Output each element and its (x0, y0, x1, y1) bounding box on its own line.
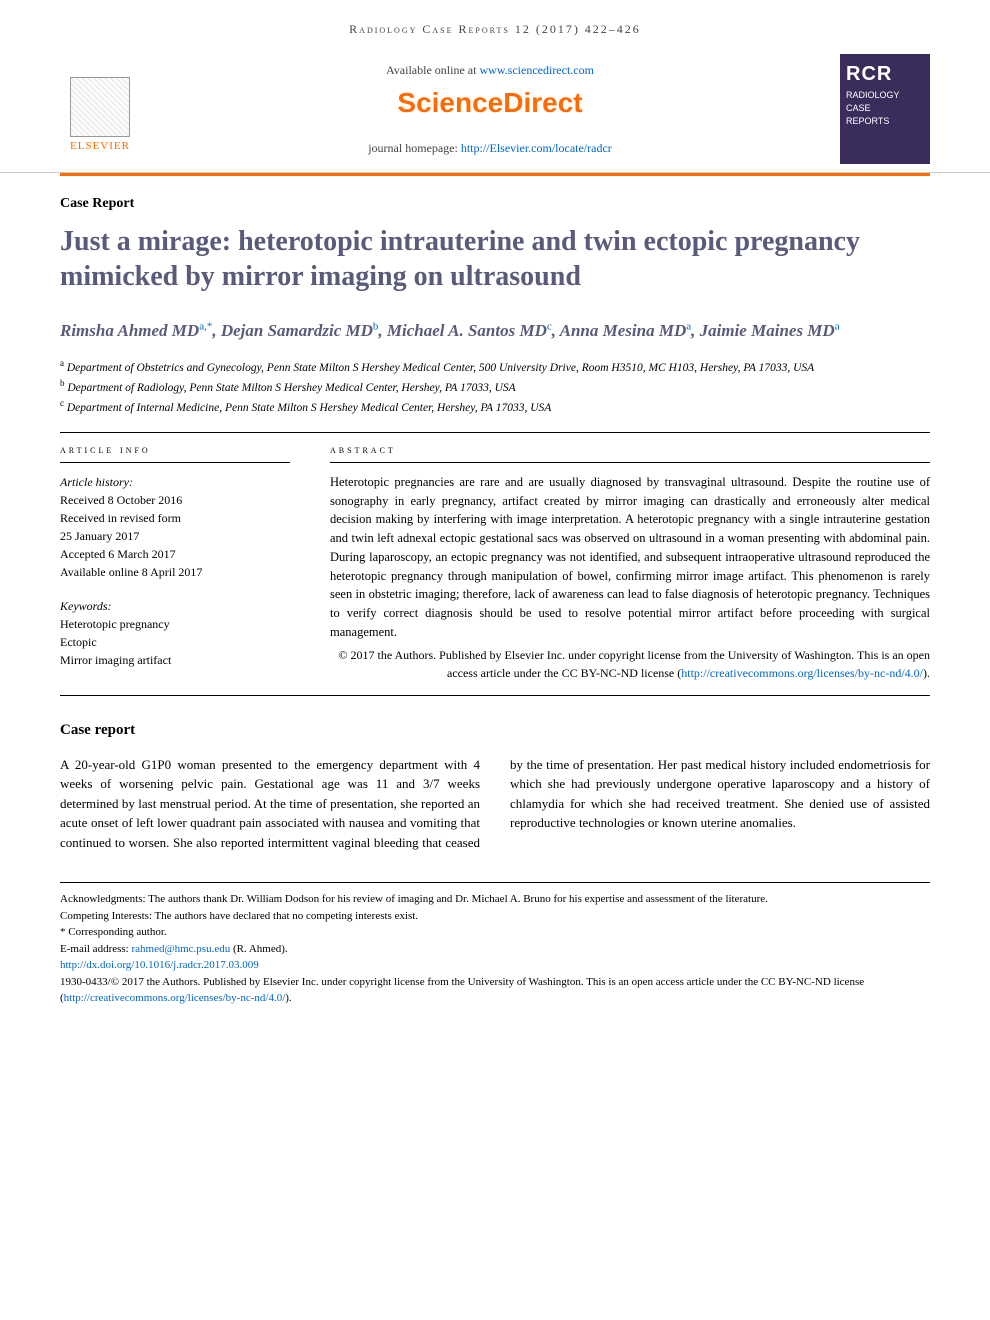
corresponding-author: * Corresponding author. (60, 924, 930, 941)
keyword: Heterotopic pregnancy (60, 615, 290, 633)
history-item: Received 8 October 2016 (60, 491, 290, 509)
abstract-text: Heterotopic pregnancies are rare and are… (330, 473, 930, 642)
competing-interests: Competing Interests: The authors have de… (60, 908, 930, 925)
authors: Rimsha Ahmed MDa,*, Dejan Samardzic MDb,… (60, 318, 930, 344)
issn-end: ). (285, 992, 291, 1004)
author-sup: a,* (199, 320, 212, 332)
keywords-label: Keywords: (60, 597, 290, 615)
issn-line: 1930-0433/© 2017 the Authors. Published … (60, 974, 930, 1007)
keywords: Keywords: Heterotopic pregnancy Ectopic … (60, 597, 290, 669)
body-text: A 20-year-old G1P0 woman presented to th… (60, 755, 930, 853)
issn-license-link[interactable]: http://creativecommons.org/licenses/by-n… (64, 992, 286, 1004)
abstract-heading: abstract (330, 443, 930, 463)
homepage-link[interactable]: http://Elsevier.com/locate/radcr (461, 141, 612, 155)
acknowledgments: Acknowledgments: The authors thank Dr. W… (60, 891, 930, 908)
author-sup: c (547, 320, 552, 332)
cover-abbr: RCR (846, 60, 924, 88)
keyword: Mirror imaging artifact (60, 651, 290, 669)
affiliations: a Department of Obstetrics and Gynecolog… (60, 357, 930, 417)
cover-line1: RADIOLOGY (846, 90, 924, 101)
aff-sup: c (60, 398, 64, 408)
author-sup: a (686, 320, 691, 332)
doi-link[interactable]: http://dx.doi.org/10.1016/j.radcr.2017.0… (60, 959, 259, 971)
copyright-end: ). (923, 666, 930, 680)
aff-sup: a (60, 358, 64, 368)
author: Dejan Samardzic MD (221, 321, 373, 340)
divider (60, 432, 930, 433)
email-link[interactable]: rahmed@hmc.psu.edu (131, 943, 230, 955)
cover-line2: CASE (846, 103, 924, 114)
footnotes: Acknowledgments: The authors thank Dr. W… (60, 882, 930, 1007)
homepage-prefix: journal homepage: (368, 141, 461, 155)
divider (60, 695, 930, 696)
history-item: Accepted 6 March 2017 (60, 545, 290, 563)
elsevier-logo: ELSEVIER (60, 64, 140, 154)
available-prefix: Available online at (386, 63, 479, 77)
license-link[interactable]: http://creativecommons.org/licenses/by-n… (681, 666, 923, 680)
author: Michael A. Santos MD (387, 321, 547, 340)
article-title: Just a mirage: heterotopic intrauterine … (60, 224, 930, 294)
affiliation: a Department of Obstetrics and Gynecolog… (60, 357, 930, 377)
sciencedirect-logo: ScienceDirect (140, 83, 840, 122)
article-type: Case Report (60, 194, 930, 214)
email-label: E-mail address: (60, 943, 131, 955)
history-item: 25 January 2017 (60, 527, 290, 545)
keyword: Ectopic (60, 633, 290, 651)
author-sup: a (835, 320, 840, 332)
author: Jaimie Maines MD (700, 321, 835, 340)
section-heading: Case report (60, 720, 930, 741)
aff-text: Department of Radiology, Penn State Milt… (67, 382, 515, 394)
author: Rimsha Ahmed MD (60, 321, 199, 340)
header-row: ELSEVIER Available online at www.science… (0, 46, 990, 173)
available-online: Available online at www.sciencedirect.co… (140, 62, 840, 79)
journal-reference: Radiology Case Reports 12 (2017) 422–426 (349, 22, 641, 36)
sciencedirect-link[interactable]: www.sciencedirect.com (479, 63, 594, 77)
affiliation: c Department of Internal Medicine, Penn … (60, 397, 930, 417)
aff-sup: b (60, 378, 65, 388)
author-sup: b (373, 320, 379, 332)
orange-divider (60, 173, 930, 176)
cover-line3: REPORTS (846, 116, 924, 127)
elsevier-tree-icon (70, 77, 130, 137)
journal-cover: RCR RADIOLOGY CASE REPORTS (840, 54, 930, 164)
email-line: E-mail address: rahmed@hmc.psu.edu (R. A… (60, 941, 930, 958)
article-info-heading: article info (60, 443, 290, 463)
email-name: (R. Ahmed). (230, 943, 287, 955)
aff-text: Department of Obstetrics and Gynecology,… (67, 362, 814, 374)
author: Anna Mesina MD (560, 321, 687, 340)
copyright: © 2017 the Authors. Published by Elsevie… (330, 646, 930, 682)
history-label: Article history: (60, 473, 290, 491)
history-item: Received in revised form (60, 509, 290, 527)
history-item: Available online 8 April 2017 (60, 563, 290, 581)
article-history: Article history: Received 8 October 2016… (60, 473, 290, 581)
journal-homepage: journal homepage: http://Elsevier.com/lo… (140, 140, 840, 157)
affiliation: b Department of Radiology, Penn State Mi… (60, 377, 930, 397)
aff-text: Department of Internal Medicine, Penn St… (67, 402, 551, 414)
elsevier-label: ELSEVIER (70, 139, 130, 154)
